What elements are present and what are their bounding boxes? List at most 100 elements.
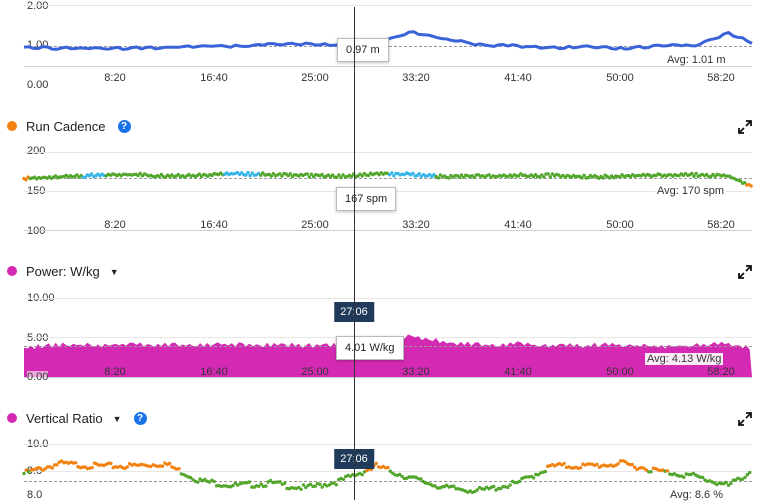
cadence-point (199, 174, 204, 179)
vratio-point (562, 461, 566, 466)
cadence-point (428, 172, 432, 177)
cadence-point (75, 173, 79, 177)
cadence-avg-label: Avg: 170 spm (655, 185, 727, 197)
help-icon[interactable]: ? (117, 120, 131, 133)
vratio-point (649, 470, 653, 474)
vratio-point (482, 487, 486, 491)
cadence-point (244, 173, 248, 177)
vratio-point (278, 480, 282, 484)
cadence-point (339, 175, 343, 180)
vratio-point (55, 463, 59, 467)
vratio-point (348, 474, 353, 478)
vratio-point (167, 461, 172, 466)
vratio-point (506, 485, 510, 490)
vratio-point (644, 468, 648, 472)
vratio-point (360, 473, 364, 477)
cadence-point (694, 171, 698, 176)
cadence-y-tick-top: 200 (27, 145, 46, 157)
vratio-point (630, 462, 634, 467)
expand-icon[interactable] (738, 265, 752, 279)
vratio-point (177, 467, 181, 471)
cadence-point (261, 171, 265, 175)
vratio-avg-label: Avg: 8.6 % (668, 489, 725, 501)
cadence-point (170, 173, 174, 177)
cadence-plot (22, 170, 753, 188)
vratio-title[interactable]: Vertical Ratio ▼ ? (26, 411, 147, 426)
vratio-point (207, 480, 212, 484)
cadence-point (738, 179, 743, 183)
cadence-point (516, 174, 521, 178)
cadence-point (392, 174, 396, 178)
vratio-point (499, 486, 503, 491)
vratio-point (189, 476, 193, 480)
vratio-point (386, 465, 390, 470)
x-tick-label: 16:40 (200, 219, 228, 231)
x-tick-label: 25:00 (301, 72, 329, 84)
cadence-title-label: Run Cadence (26, 119, 106, 134)
cadence-point (472, 175, 476, 180)
cadence-point (705, 172, 709, 177)
expand-icon[interactable] (738, 412, 752, 426)
x-tick-label: 25:00 (301, 219, 329, 231)
vratio-point (724, 480, 728, 485)
expand-icon[interactable] (738, 120, 752, 134)
vratio-point (297, 485, 301, 490)
vratio-point (508, 483, 512, 487)
help-icon[interactable]: ? (133, 412, 147, 425)
vratio-point (400, 474, 404, 479)
power-tooltip-value: 4.01 W/kg (345, 342, 395, 354)
vratio-point (233, 481, 238, 485)
caret-down-icon[interactable]: ▼ (109, 266, 119, 277)
vratio-point (407, 475, 411, 479)
vratio-point (90, 465, 94, 470)
vratio-point (729, 481, 733, 486)
vratio-point (38, 466, 43, 471)
vratio-gridline-mid (24, 471, 752, 472)
cadence-points (22, 170, 753, 188)
power-avg-label: Avg: 4.13 W/kg (645, 353, 724, 365)
cadence-point (159, 172, 164, 177)
cadence-avg-line (24, 178, 752, 179)
cadence-x-axis (24, 230, 752, 231)
power-title[interactable]: Power: W/kg ▼ (26, 264, 119, 279)
vratio-point (301, 483, 306, 487)
vratio-point (125, 465, 129, 469)
stride-x-ticks: 8:20 16:40 25:00 33:20 41:40 50:00 58:20 (0, 72, 759, 86)
x-tick-label: 41:40 (504, 72, 532, 84)
cadence-point (24, 178, 28, 182)
vratio-point (334, 483, 338, 487)
cadence-point (138, 171, 142, 176)
stride-avg-label: Avg: 1.01 m (665, 54, 728, 66)
x-tick-label: 50:00 (606, 366, 634, 378)
cadence-point (550, 172, 555, 176)
vratio-point (517, 479, 522, 484)
vratio-point (419, 477, 423, 481)
power-tooltip: 4.01 W/kg (336, 336, 404, 360)
cadence-point (278, 172, 282, 176)
x-tick-label: 8:20 (104, 219, 126, 231)
vratio-point (149, 464, 153, 469)
cadence-point (305, 172, 309, 176)
cadence-point (176, 172, 180, 177)
cadence-point (320, 172, 324, 177)
stride-y-tick-bottom: 0.00 (27, 79, 49, 91)
cadence-point (411, 171, 415, 175)
x-tick-label: 8:20 (104, 72, 126, 84)
stride-y-tick-top: 2.00 (27, 0, 49, 12)
cadence-point (457, 175, 462, 179)
caret-down-icon[interactable]: ▼ (112, 413, 122, 424)
vratio-point (109, 461, 113, 466)
cadence-point (197, 172, 202, 176)
cadence-point (341, 173, 345, 177)
x-tick-label: 16:40 (200, 72, 228, 84)
vratio-point (388, 469, 392, 473)
cadence-point (309, 172, 314, 176)
stride-tooltip: 0.97 m (337, 38, 389, 62)
cadence-point (582, 173, 586, 177)
vratio-point (733, 478, 738, 482)
cadence-point (542, 175, 546, 179)
time-cursor-line[interactable] (354, 7, 355, 500)
cadence-tooltip: 167 spm (336, 187, 397, 211)
vratio-point (27, 470, 31, 474)
vratio-point (740, 477, 745, 481)
